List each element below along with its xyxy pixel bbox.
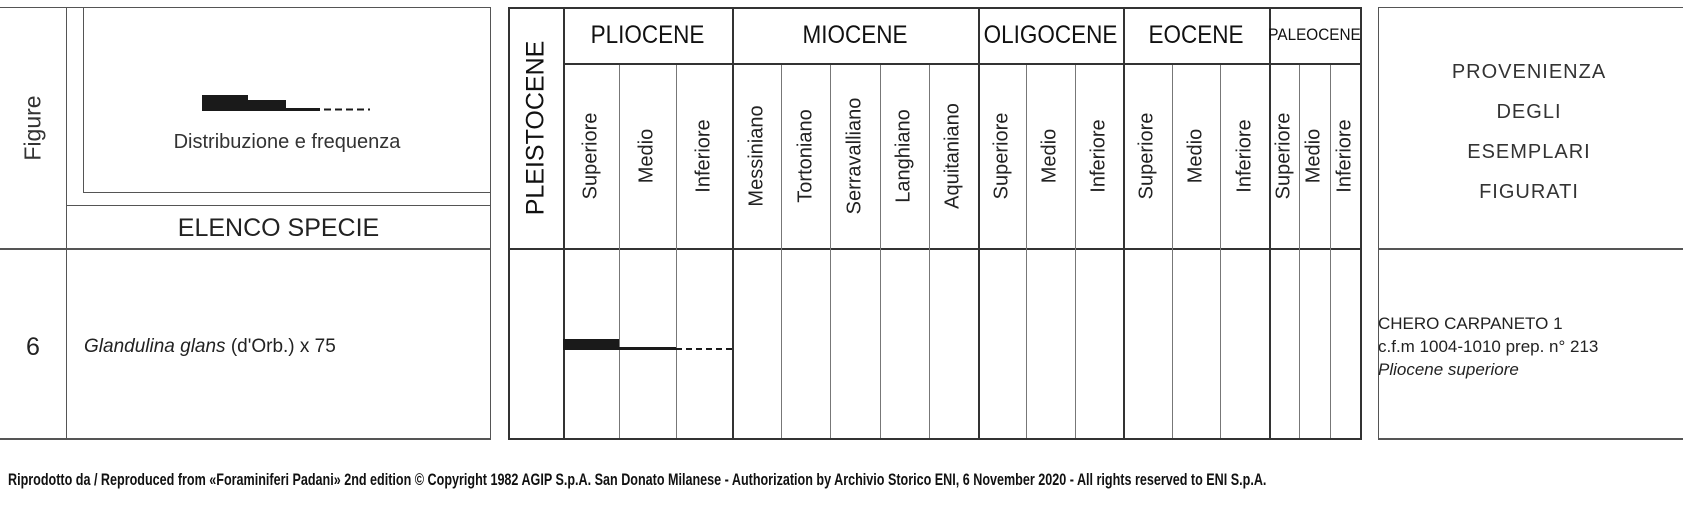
stage-label: Serravalliano bbox=[843, 97, 866, 214]
stage-paleocene-medio: Medio bbox=[1299, 63, 1329, 248]
stage-oligocene-inferiore: Inferiore bbox=[1075, 63, 1123, 248]
stage-divider bbox=[929, 63, 930, 438]
legend-common-bar bbox=[248, 100, 286, 111]
provenance-header-line-3: ESEMPLARI bbox=[1467, 141, 1591, 163]
stage-label: Inferiore bbox=[1333, 118, 1356, 193]
species-name-italic: Glandulina glans bbox=[84, 336, 226, 357]
stage-label: Medio bbox=[1184, 128, 1207, 183]
stage-eocene-inferiore: Inferiore bbox=[1220, 63, 1269, 248]
stage-paleocene-superiore: Superiore bbox=[1269, 63, 1299, 248]
stage-label: Medio bbox=[1038, 128, 1061, 183]
right-header-bottom-border bbox=[1378, 248, 1683, 250]
stage-label: Aquitaniano bbox=[941, 102, 964, 209]
stage-divider bbox=[676, 63, 677, 438]
provenance-header-line-1: PROVENIENZA bbox=[1451, 61, 1607, 83]
stage-label: Inferiore bbox=[1233, 118, 1256, 193]
epoch-eocene: EOCENE bbox=[1148, 20, 1244, 49]
species-name-authority: (d'Orb.) x 75 bbox=[225, 336, 336, 357]
stage-divider bbox=[1075, 63, 1076, 438]
stage-divider bbox=[880, 63, 881, 438]
epoch-header-divider bbox=[563, 63, 1360, 65]
distribution-legend-label: Distribuzione e frequenza bbox=[173, 131, 401, 153]
pleistocene-divider bbox=[563, 7, 565, 438]
epoch-divider bbox=[1123, 7, 1125, 438]
figure-column-divider bbox=[66, 7, 67, 440]
stage-label: Langhiano bbox=[892, 108, 915, 203]
legend-box-left bbox=[83, 7, 84, 192]
stage-eocene-medio: Medio bbox=[1172, 63, 1221, 248]
stage-divider bbox=[1330, 63, 1331, 438]
legend-frequent-bar bbox=[202, 95, 248, 111]
left-header-bottom-border bbox=[0, 248, 491, 250]
stage-label: Superiore bbox=[1135, 112, 1158, 199]
provenance-header-line-4: FIGURATI bbox=[1479, 181, 1579, 203]
stage-divider bbox=[1172, 63, 1173, 438]
right-top-border bbox=[1378, 7, 1683, 8]
left-bottom-border bbox=[0, 438, 491, 440]
species-list-header: ELENCO SPECIE bbox=[177, 214, 380, 242]
stage-divider bbox=[619, 63, 620, 438]
stage-paleocene-inferiore: Inferiore bbox=[1330, 63, 1360, 248]
chart-right-border bbox=[1360, 7, 1362, 440]
right-bottom-border bbox=[1378, 438, 1683, 440]
provenance-locality: CHERO CARPANETO 1 bbox=[1378, 314, 1563, 333]
stage-label: Inferiore bbox=[692, 118, 715, 193]
right-left-border bbox=[1378, 7, 1379, 440]
copyright-footer: Riprodotto da / Reproduced from «Foramin… bbox=[8, 470, 1267, 489]
epoch-divider bbox=[1269, 7, 1271, 438]
stage-eocene-superiore: Superiore bbox=[1123, 63, 1172, 248]
chart-header-bottom-border bbox=[508, 248, 1362, 250]
distribution-legend-symbol bbox=[202, 95, 370, 111]
stage-pliocene-superiore: Superiore bbox=[563, 63, 619, 248]
stage-label: Superiore bbox=[579, 112, 602, 199]
distribution-uncertain-mark bbox=[675, 348, 732, 350]
epoch-oligocene: OLIGOCENE bbox=[983, 20, 1118, 49]
elenco-top-border bbox=[66, 205, 491, 206]
stage-miocene-aquitaniano: Aquitaniano bbox=[929, 63, 978, 248]
stage-divider bbox=[1026, 63, 1027, 438]
pleistocene-header-cell: PLEISTOCENE bbox=[508, 7, 563, 248]
epoch-divider bbox=[732, 7, 734, 438]
species-figure-number: 6 bbox=[26, 333, 40, 361]
stage-oligocene-medio: Medio bbox=[1026, 63, 1074, 248]
species-name: Glandulina glans (d'Orb.) x 75 bbox=[84, 336, 336, 358]
distribution-rare-mark bbox=[619, 347, 676, 350]
figure-header-cell: Figure bbox=[0, 7, 66, 248]
legend-box-bottom bbox=[83, 192, 491, 193]
stage-label: Tortoniano bbox=[794, 108, 817, 203]
provenance-age: Pliocene superiore bbox=[1378, 360, 1519, 379]
pleistocene-label: PLEISTOCENE bbox=[521, 40, 549, 215]
stage-label: Medio bbox=[635, 128, 658, 183]
stage-divider bbox=[1299, 63, 1300, 438]
stage-label: Superiore bbox=[1272, 112, 1295, 199]
stage-label: Inferiore bbox=[1087, 118, 1110, 193]
chart-bottom-border bbox=[508, 438, 1362, 440]
provenance-sample: c.f.m 1004-1010 prep. n° 213 bbox=[1378, 337, 1599, 356]
stage-miocene-langhiano: Langhiano bbox=[880, 63, 929, 248]
distribution-frequent-mark bbox=[563, 339, 620, 350]
stage-miocene-tortoniano: Tortoniano bbox=[781, 63, 830, 248]
figure-header-label: Figure bbox=[19, 94, 46, 161]
chart-top-border bbox=[508, 7, 1362, 9]
epoch-paleocene: PALEOCENE bbox=[1268, 25, 1361, 44]
stage-label: Medio bbox=[1302, 128, 1325, 183]
left-outer-right-border bbox=[490, 7, 491, 440]
epoch-miocene: MIOCENE bbox=[802, 20, 908, 49]
stage-pliocene-medio: Medio bbox=[619, 63, 675, 248]
stage-divider bbox=[1220, 63, 1221, 438]
stage-pliocene-inferiore: Inferiore bbox=[676, 63, 732, 248]
stage-oligocene-superiore: Superiore bbox=[978, 63, 1026, 248]
epoch-pliocene: PLIOCENE bbox=[590, 20, 705, 49]
stage-divider bbox=[830, 63, 831, 438]
stage-miocene-serravalliano: Serravalliano bbox=[830, 63, 879, 248]
stage-divider bbox=[781, 63, 782, 438]
stage-miocene-messiniano: Messiniano bbox=[732, 63, 781, 248]
stage-label: Superiore bbox=[990, 112, 1013, 199]
legend-rare-line bbox=[286, 108, 320, 111]
legend-box-top bbox=[83, 7, 491, 8]
provenance-header-line-2: DEGLI bbox=[1496, 101, 1562, 123]
chart-left-border bbox=[508, 7, 510, 440]
stage-label: Messiniano bbox=[745, 104, 768, 207]
epoch-divider bbox=[978, 7, 980, 438]
